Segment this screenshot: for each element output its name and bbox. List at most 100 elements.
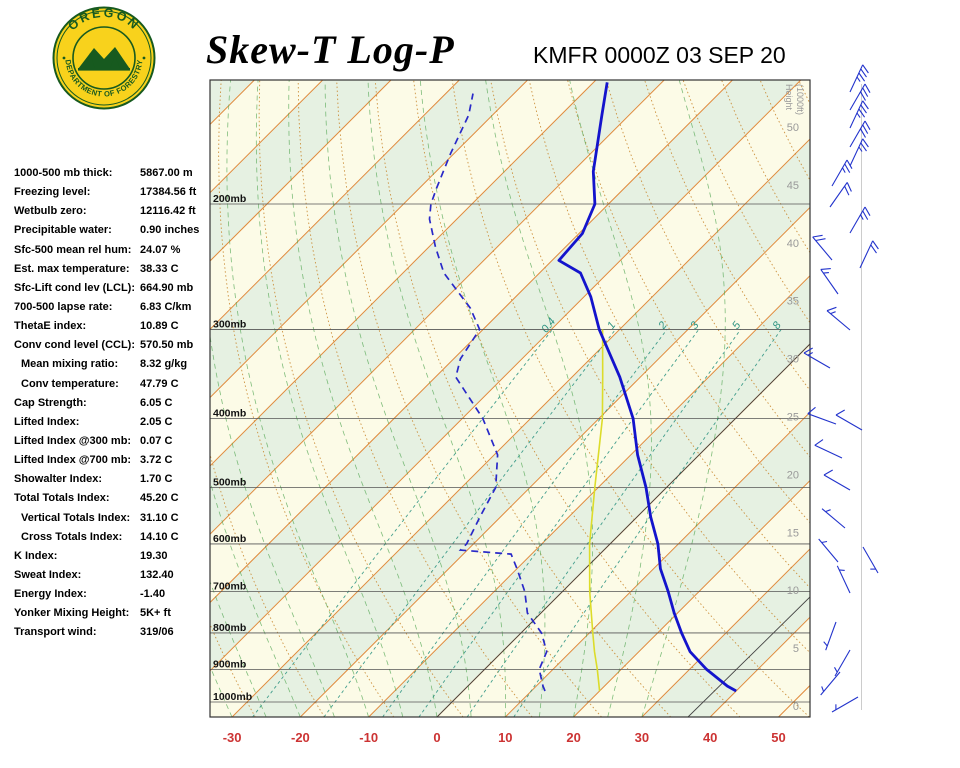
barb-half <box>858 146 863 152</box>
barb-half <box>834 667 838 673</box>
logo-center-circle <box>72 26 136 90</box>
index-label: Cross Totals Index: <box>21 530 123 543</box>
height-tick-label: 50 <box>787 122 799 134</box>
skewt-plot-area: 0.4 1 2 3 5 8 <box>210 80 810 717</box>
index-value: 1.70 C <box>140 473 173 486</box>
index-label: Conv cond level (CCL): <box>14 339 136 352</box>
wind-barb <box>849 206 871 234</box>
pressure-label: 500mb <box>213 477 246 489</box>
index-row: Cap Strength: 6.05 C <box>14 397 212 416</box>
logo-inner-ring-line <box>56 10 152 106</box>
isotherm-line <box>504 411 810 717</box>
wind-barb <box>812 234 833 261</box>
barb-staff <box>820 671 841 696</box>
barb-full <box>862 138 869 148</box>
barb-half <box>821 686 825 692</box>
isotherm-line <box>210 80 528 399</box>
barb-half <box>839 569 845 571</box>
index-label: 700-500 lapse rate: <box>14 300 113 313</box>
index-row: Lifted Index: 2.05 C <box>14 416 212 435</box>
pressure-label: 900mb <box>213 658 246 670</box>
wind-barb <box>821 508 846 529</box>
pressure-label: 1000mb <box>213 691 252 703</box>
index-row: Freezing level: 17384.56 ft <box>14 186 212 205</box>
index-row: Mean mixing ratio: 8.32 g/kg <box>14 358 212 377</box>
index-label: Cap Strength: <box>14 396 87 409</box>
index-label: Sfc-500 mean rel hum: <box>14 243 132 256</box>
index-row: Conv temperature: 47.79 C <box>14 378 212 397</box>
index-value: 10.89 C <box>140 320 179 333</box>
temp-axis-label: -20 <box>291 730 310 745</box>
barb-full <box>858 108 866 118</box>
dry-adiabat-line <box>451 80 810 717</box>
height-tick-label: 0 <box>793 701 799 713</box>
barb-staff <box>814 444 843 459</box>
indices-panel: 1000-500 mb thick: 5867.00 m Freezing leve… <box>14 167 212 646</box>
isotherm-line <box>368 274 810 717</box>
mixing-ratio-line <box>323 329 616 717</box>
index-label: Est. max temperature: <box>14 262 130 275</box>
wind-barb <box>849 100 869 129</box>
index-row: Yonker Mixing Height: 5K+ ft <box>14 607 212 626</box>
isotherm-line <box>210 80 597 467</box>
logo-tree-icon <box>78 47 130 71</box>
page-title: Skew-T Log-P <box>206 27 455 72</box>
barb-full <box>846 182 852 192</box>
index-value: 664.90 mb <box>140 281 194 294</box>
index-row: Lifted Index @700 mb: 3.72 C <box>14 454 212 473</box>
index-label: 1000-500 mb thick: <box>14 167 113 179</box>
dry-adiabat-line <box>682 80 810 324</box>
mixing-ratio-line <box>418 329 700 717</box>
index-value: 6.05 C <box>140 396 173 409</box>
index-label: Sweat Index: <box>14 568 82 581</box>
pressure-label: 600mb <box>213 533 246 545</box>
dry-adiabat-line <box>218 80 395 717</box>
wind-barb <box>836 565 851 594</box>
barb-half <box>821 540 828 544</box>
height-tick-label: 5 <box>793 643 799 655</box>
temp-axis-label: 50 <box>771 730 785 745</box>
barb-half <box>825 509 831 513</box>
barb-full <box>860 91 866 101</box>
height-tick-label: 40 <box>787 238 799 250</box>
barb-full <box>870 244 877 254</box>
index-value: 47.79 C <box>140 377 179 390</box>
index-row: 1000-500 mb thick: 5867.00 m <box>14 167 212 186</box>
temp-axis-label: 40 <box>703 730 717 745</box>
index-value: 31.10 C <box>140 511 179 524</box>
wind-barb <box>831 696 859 713</box>
barb-full <box>814 439 824 446</box>
temp-axis-label: -10 <box>359 730 378 745</box>
dry-adiabat-line <box>490 80 810 654</box>
barb-half <box>856 76 861 82</box>
barb-staff <box>849 100 864 129</box>
wind-barb <box>820 671 841 696</box>
dry-adiabat-line <box>336 80 602 717</box>
barb-full <box>844 185 850 196</box>
index-row: Transport wind: 319/06 <box>14 626 212 645</box>
isotherm-line <box>210 80 324 194</box>
height-tick-label: 35 <box>787 296 799 308</box>
barb-half <box>830 311 836 315</box>
wind-barb <box>862 546 879 574</box>
index-row: Sfc-500 mean rel hum: 24.07 % <box>14 244 212 263</box>
pressure-label: 200mb <box>213 193 246 205</box>
dry-adiabat-line <box>567 80 810 524</box>
index-row: ThetaE index: 10.89 C <box>14 320 212 339</box>
wind-barb <box>814 439 843 459</box>
barb-staff <box>820 269 839 295</box>
barb-full <box>835 409 845 416</box>
moist-adiabat-line <box>569 80 652 717</box>
mixing-ratio-line <box>252 329 553 717</box>
index-row: Wetbulb zero: 12116.42 ft <box>14 205 212 224</box>
wind-barb <box>859 240 879 269</box>
wind-barb <box>803 347 831 369</box>
index-value: 0.07 C <box>140 434 173 447</box>
index-row: Sweat Index: 132.40 <box>14 569 212 588</box>
index-row: Est. max temperature: 38.33 C <box>14 263 212 282</box>
temp-axis-label: 30 <box>635 730 649 745</box>
index-row: Showalter Index: 1.70 C <box>14 473 212 492</box>
isotherm-line <box>210 80 733 604</box>
barb-full <box>862 100 869 110</box>
